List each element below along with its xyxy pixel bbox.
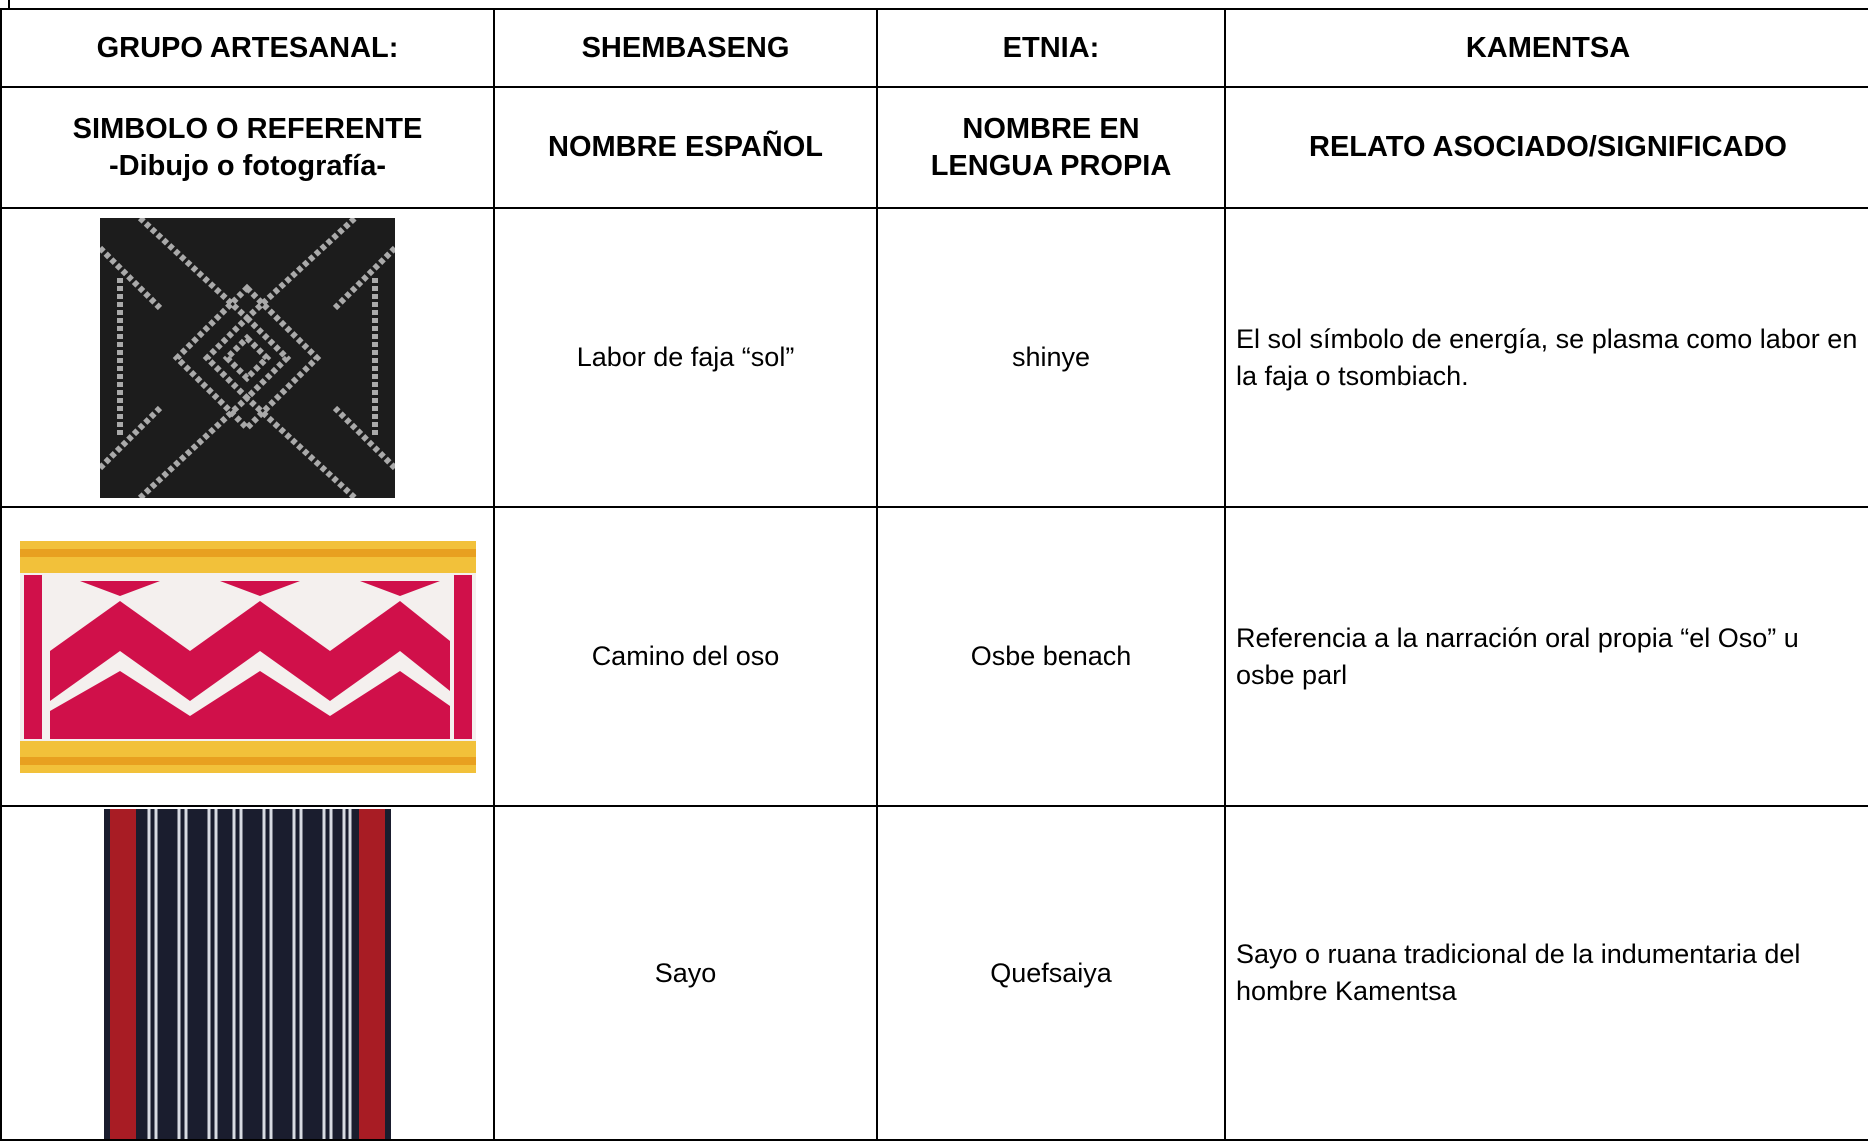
line: -Dibujo o fotografía- <box>108 149 387 182</box>
header-cell: KAMENTSA <box>1224 8 1868 88</box>
sayo-image <box>104 809 391 1139</box>
cell: Quefsaiya <box>876 805 1226 1141</box>
symbol-table: GRUPO ARTESANAL: SHEMBASENG ETNIA: KAMEN… <box>0 8 1868 1141</box>
cell: Referencia a la narración oral propia “e… <box>1224 506 1868 807</box>
header-cell: GRUPO ARTESANAL: <box>0 8 495 88</box>
row: Sayo Quefsaiya Sayo o ruana tradicional … <box>0 805 1868 1141</box>
line: NOMBRE EN <box>962 112 1140 145</box>
image-cell <box>0 506 495 807</box>
cell: Camino del oso <box>493 506 878 807</box>
image-cell <box>0 207 495 508</box>
column-head: NOMBRE EN LENGUA PROPIA <box>876 86 1226 209</box>
row: Labor de faja “sol” shinye El sol símbol… <box>0 207 1868 508</box>
column-head: SIMBOLO O REFERENTE -Dibujo o fotografía- <box>0 86 495 209</box>
header-cell: SHEMBASENG <box>493 8 878 88</box>
row: Camino del oso Osbe benach Referencia a … <box>0 506 1868 807</box>
sun-sash-image <box>100 217 395 498</box>
column-head: NOMBRE ESPAÑOL <box>493 86 878 209</box>
border <box>8 0 10 9</box>
cell: Sayo <box>493 805 878 1141</box>
cell: Sayo o ruana tradicional de la indumenta… <box>1224 805 1868 1141</box>
cell: El sol símbolo de energía, se plasma com… <box>1224 207 1868 508</box>
bear-path-image <box>19 540 476 773</box>
column-row: SIMBOLO O REFERENTE -Dibujo o fotografía-… <box>0 86 1868 209</box>
cell: shinye <box>876 207 1226 508</box>
header-row: GRUPO ARTESANAL: SHEMBASENG ETNIA: KAMEN… <box>0 8 1868 88</box>
line: LENGUA PROPIA <box>930 149 1172 182</box>
image-cell <box>0 805 495 1141</box>
cell: Labor de faja “sol” <box>493 207 878 508</box>
line: SIMBOLO O REFERENTE <box>72 112 423 145</box>
column-head: RELATO ASOCIADO/SIGNIFICADO <box>1224 86 1868 209</box>
cell: Osbe benach <box>876 506 1226 807</box>
header-cell: ETNIA: <box>876 8 1226 88</box>
